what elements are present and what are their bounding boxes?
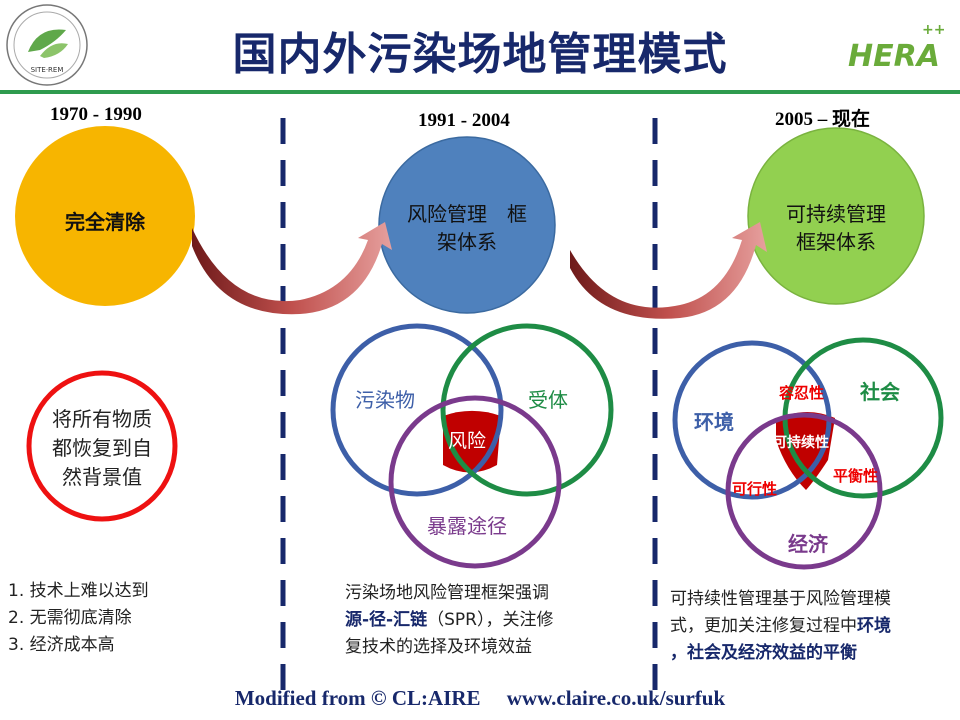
note-item: 3. 经济成本高	[8, 635, 115, 655]
era1-notes: 1. 技术上难以达到 2. 无需彻底清除 3. 经济成本高	[8, 578, 149, 659]
venn-label-balance: 平衡性	[833, 467, 879, 485]
venn-label-risk: 风险	[448, 430, 487, 452]
era3-period: 2005 – 现在	[775, 109, 871, 130]
page-title: 国内外污染场地管理模式	[232, 29, 728, 80]
venn-label-feasibility: 可行性	[732, 480, 778, 498]
note-line: 可持续性管理基于风险管理模	[670, 589, 891, 609]
svg-text:SITE·REM: SITE·REM	[31, 66, 64, 74]
era3-label-line2: 框架体系	[796, 230, 876, 254]
note-line: 源-径-汇链（SPR），关注修	[345, 607, 553, 634]
era2-label-line1: 风险管理 框	[407, 202, 527, 226]
venn-label-environment: 环境	[694, 410, 734, 434]
venn-label-pathway: 暴露途径	[427, 514, 507, 538]
venn-label-receptor: 受体	[528, 388, 568, 412]
era2-period: 1991 - 2004	[418, 110, 510, 131]
svg-text:++: ++	[922, 22, 945, 38]
arrow-1	[192, 222, 392, 315]
era3-label-line1: 可持续管理	[786, 202, 886, 226]
header-divider	[0, 90, 960, 94]
hera-logo: HERA ++	[848, 22, 945, 74]
venn-label-tolerance: 容忍性	[779, 384, 825, 402]
venn-label-society: 社会	[860, 380, 900, 404]
era1-circle	[15, 126, 195, 306]
venn-label-pollutant: 污染物	[355, 388, 415, 412]
note-line: 式，更加关注修复过程中环境	[670, 613, 891, 640]
site-rem-logo: SITE·REM	[6, 4, 88, 86]
note-line: ，社会及经济效益的平衡	[670, 643, 857, 663]
era1-goal: 将所有物质 都恢复到自 然背景值	[32, 405, 172, 492]
note-item: 2. 无需彻底清除	[8, 608, 132, 628]
note-bold: 环境	[857, 616, 891, 636]
era3-notes: 可持续性管理基于风险管理模 式，更加关注修复过程中环境 ，社会及经济效益的平衡	[670, 586, 891, 667]
note-line: 污染场地风险管理框架强调	[345, 583, 549, 603]
era3-venn	[672, 337, 944, 570]
note-line: 复技术的选择及环境效益	[345, 637, 532, 657]
note-bold: 源-径-汇链	[345, 610, 428, 630]
goal-line: 将所有物质	[52, 407, 152, 431]
era2-circle-label: 风险管理 框 架体系	[387, 200, 547, 256]
goal-line: 然背景值	[62, 465, 142, 489]
venn-label-sustainability: 可持续性	[773, 435, 829, 451]
goal-line: 都恢复到自	[52, 436, 152, 460]
era1-period: 1970 - 1990	[50, 104, 142, 125]
note-text: （SPR），关注修	[427, 610, 554, 630]
note-item: 1. 技术上难以达到	[8, 581, 149, 601]
era2-circle	[378, 136, 556, 314]
venn-label-economy: 经济	[788, 532, 828, 556]
era1-circle-label: 完全清除	[65, 210, 145, 234]
era2-notes: 污染场地风险管理框架强调 源-径-汇链（SPR），关注修 复技术的选择及环境效益	[345, 580, 553, 661]
era2-label-line2: 架体系	[437, 230, 497, 254]
era3-circle	[747, 127, 925, 305]
note-text: 式，更加关注修复过程中	[670, 616, 857, 636]
arrow-2	[570, 222, 767, 319]
era1-goal-ring	[26, 370, 178, 522]
footer-credit: Modified from © CL:AIRE www.claire.co.uk…	[234, 686, 726, 710]
era2-venn	[330, 323, 614, 569]
era3-circle-label: 可持续管理 框架体系	[756, 200, 916, 256]
svg-text:HERA: HERA	[848, 39, 940, 74]
